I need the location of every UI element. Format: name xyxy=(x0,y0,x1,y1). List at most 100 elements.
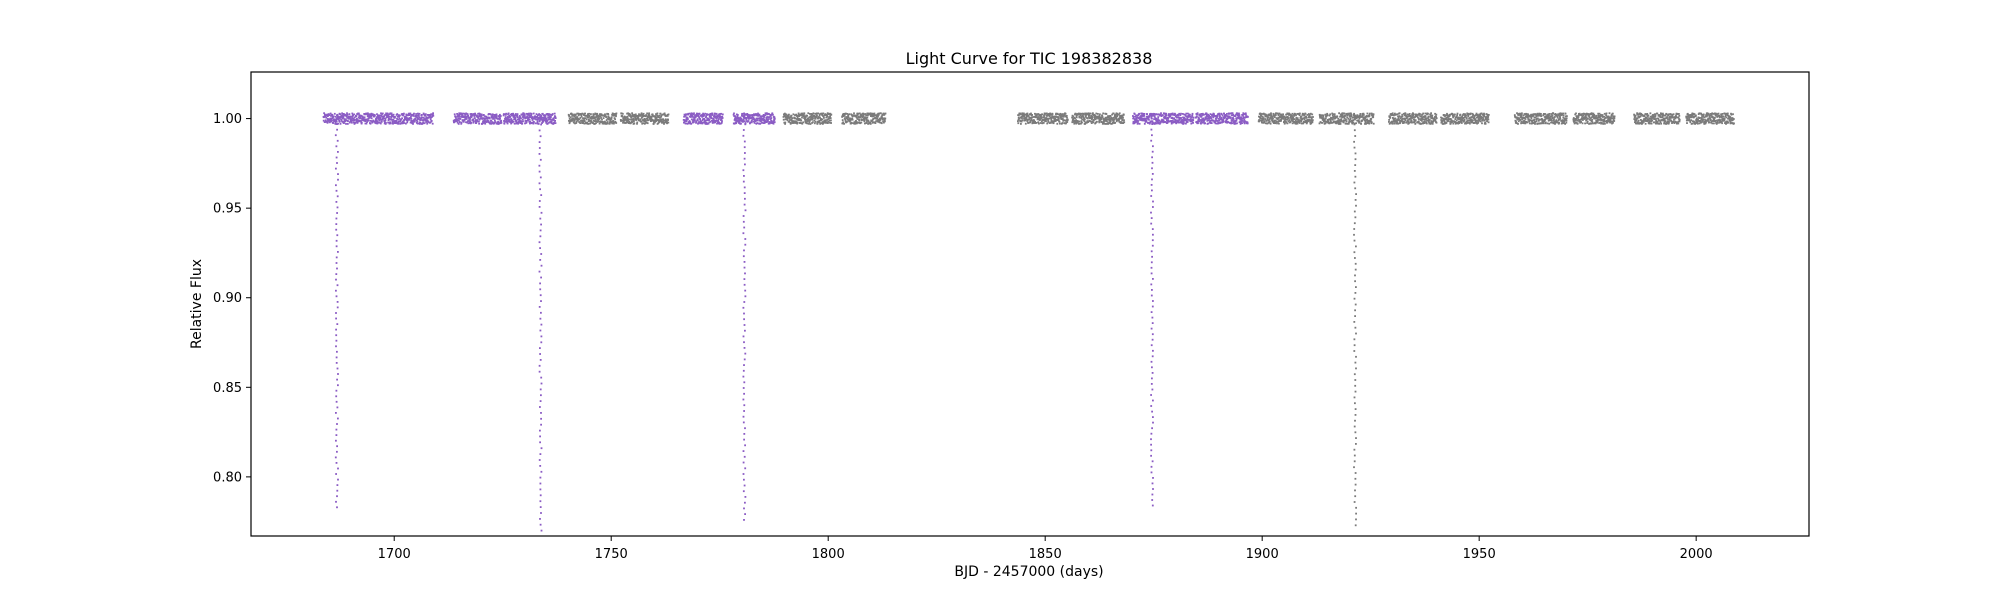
data-point xyxy=(533,121,535,123)
data-point xyxy=(688,120,691,122)
data-point xyxy=(1362,112,1365,115)
data-point xyxy=(1341,116,1343,119)
data-point xyxy=(875,120,877,123)
data-point xyxy=(1022,113,1025,116)
data-point xyxy=(804,120,807,123)
data-point xyxy=(530,122,533,124)
data-point xyxy=(1024,119,1027,122)
data-point xyxy=(1058,120,1061,123)
data-point xyxy=(576,119,579,122)
data-point xyxy=(1602,120,1605,123)
data-point xyxy=(1266,115,1268,118)
data-point xyxy=(638,119,641,122)
data-point xyxy=(419,121,422,124)
data-point xyxy=(1433,119,1436,122)
data-point xyxy=(1287,116,1289,119)
data-point xyxy=(1168,113,1171,116)
data-point xyxy=(1216,114,1219,117)
data-point xyxy=(794,114,796,116)
data-point xyxy=(1271,115,1274,118)
data-point xyxy=(814,120,817,123)
data-point xyxy=(1586,117,1589,120)
data-point xyxy=(635,117,638,120)
data-point xyxy=(847,116,850,119)
data-point xyxy=(1343,117,1346,120)
data-point xyxy=(591,115,593,118)
data-point xyxy=(633,120,635,123)
data-point xyxy=(1263,121,1266,124)
data-point xyxy=(1244,112,1247,115)
data-point xyxy=(1045,120,1047,123)
data-point xyxy=(1269,114,1272,117)
data-point xyxy=(685,120,688,122)
data-point xyxy=(570,113,573,116)
data-point xyxy=(1066,116,1068,119)
data-point xyxy=(1440,116,1442,119)
data-point xyxy=(795,118,798,120)
data-point xyxy=(331,119,333,122)
data-point xyxy=(1180,112,1182,115)
data-point xyxy=(531,119,534,121)
data-point xyxy=(1038,114,1040,117)
data-point xyxy=(756,122,759,124)
data-point xyxy=(1133,115,1135,118)
data-point xyxy=(693,119,696,122)
data-point xyxy=(391,120,394,123)
data-point xyxy=(1370,120,1372,122)
data-point xyxy=(716,115,719,118)
data-point xyxy=(1145,119,1148,122)
data-point xyxy=(590,113,592,115)
data-point xyxy=(515,119,517,122)
data-point xyxy=(1261,121,1263,124)
data-point xyxy=(1580,114,1583,117)
data-point xyxy=(1081,121,1083,124)
data-point xyxy=(1340,118,1343,121)
data-point xyxy=(684,115,687,117)
data-point xyxy=(799,113,802,116)
data-point xyxy=(1333,113,1336,116)
data-point xyxy=(874,117,877,120)
data-point xyxy=(667,121,670,124)
data-point xyxy=(1603,115,1606,118)
data-point xyxy=(650,116,653,119)
data-point xyxy=(846,117,849,120)
data-point xyxy=(612,119,615,122)
data-point xyxy=(720,119,723,121)
data-point xyxy=(383,120,386,122)
data-point xyxy=(644,120,647,123)
data-point xyxy=(1198,118,1201,121)
data-point xyxy=(1195,115,1198,118)
data-point xyxy=(416,122,419,125)
data-point xyxy=(363,116,366,119)
data-point xyxy=(735,117,738,120)
data-point xyxy=(1048,115,1051,118)
data-point xyxy=(1345,118,1347,121)
data-point xyxy=(1351,122,1354,125)
data-point xyxy=(705,119,708,122)
data-point xyxy=(595,116,598,118)
data-point xyxy=(1301,118,1304,121)
data-point xyxy=(1403,114,1406,117)
data-point xyxy=(1526,114,1529,117)
data-point xyxy=(1448,118,1451,121)
data-point xyxy=(721,120,723,123)
data-point xyxy=(758,119,761,122)
data-point xyxy=(849,117,852,120)
data-point xyxy=(1108,118,1111,120)
data-point xyxy=(413,112,415,115)
data-point xyxy=(1357,114,1359,117)
data-point xyxy=(1025,115,1028,118)
data-point xyxy=(527,112,530,115)
data-point xyxy=(323,112,325,115)
data-point xyxy=(499,113,501,116)
data-point xyxy=(1092,112,1094,115)
data-point xyxy=(1268,121,1271,124)
data-point xyxy=(332,122,335,124)
data-point xyxy=(596,112,599,115)
data-point xyxy=(1340,114,1342,117)
data-point xyxy=(654,118,657,120)
data-point xyxy=(638,113,640,116)
data-point xyxy=(398,114,400,116)
data-point xyxy=(511,114,513,117)
data-point xyxy=(1018,114,1020,117)
